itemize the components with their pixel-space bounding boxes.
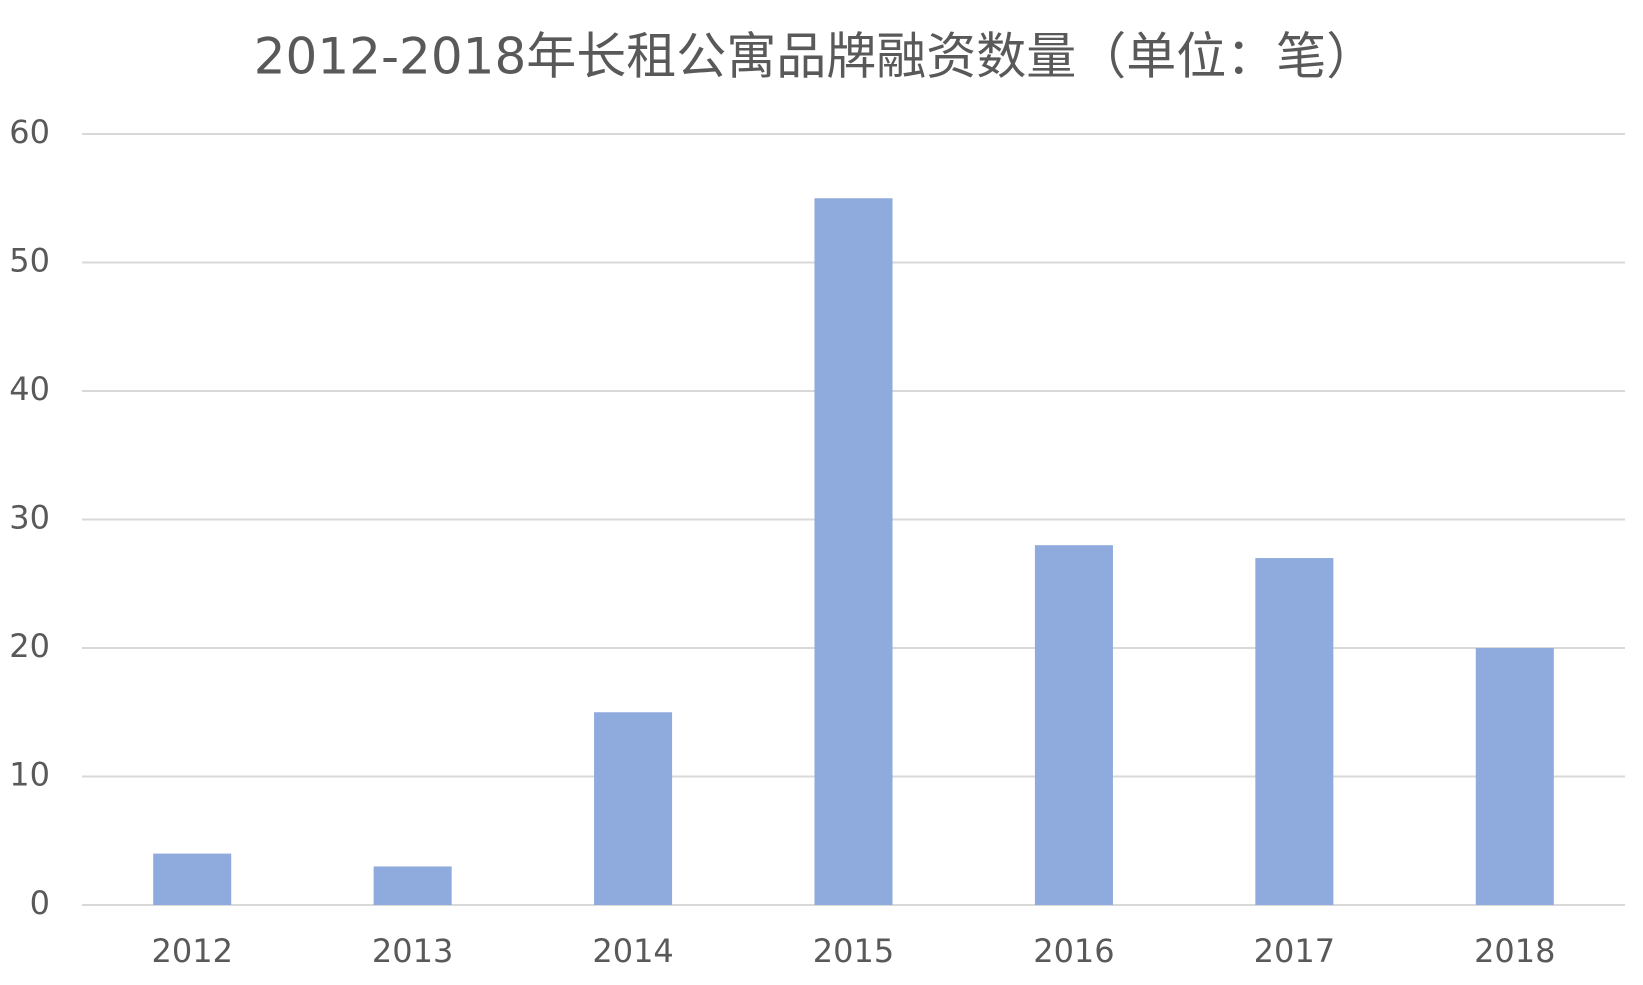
bar <box>1475 648 1554 905</box>
bar <box>594 712 673 905</box>
y-tick-label: 60 <box>9 113 50 151</box>
y-tick-label: 20 <box>9 627 50 665</box>
bar <box>373 866 452 905</box>
bar <box>1255 558 1334 905</box>
y-tick-label: 0 <box>30 884 50 922</box>
bar <box>1034 545 1113 905</box>
y-tick-label: 10 <box>9 756 50 794</box>
bar <box>153 853 232 905</box>
chart-title: 2012-2018年长租公寓品牌融资数量（单位：笔） <box>254 28 1377 86</box>
x-tick-label: 2015 <box>813 932 894 970</box>
x-tick-label: 2014 <box>592 932 673 970</box>
x-tick-label: 2012 <box>151 932 232 970</box>
y-tick-label: 40 <box>9 370 50 408</box>
x-tick-label: 2018 <box>1474 932 1555 970</box>
x-tick-label: 2013 <box>372 932 453 970</box>
x-tick-label: 2016 <box>1033 932 1114 970</box>
x-tick-label: 2017 <box>1254 932 1335 970</box>
y-tick-label: 50 <box>9 242 50 280</box>
y-tick-label: 30 <box>9 499 50 537</box>
bar <box>814 198 893 905</box>
